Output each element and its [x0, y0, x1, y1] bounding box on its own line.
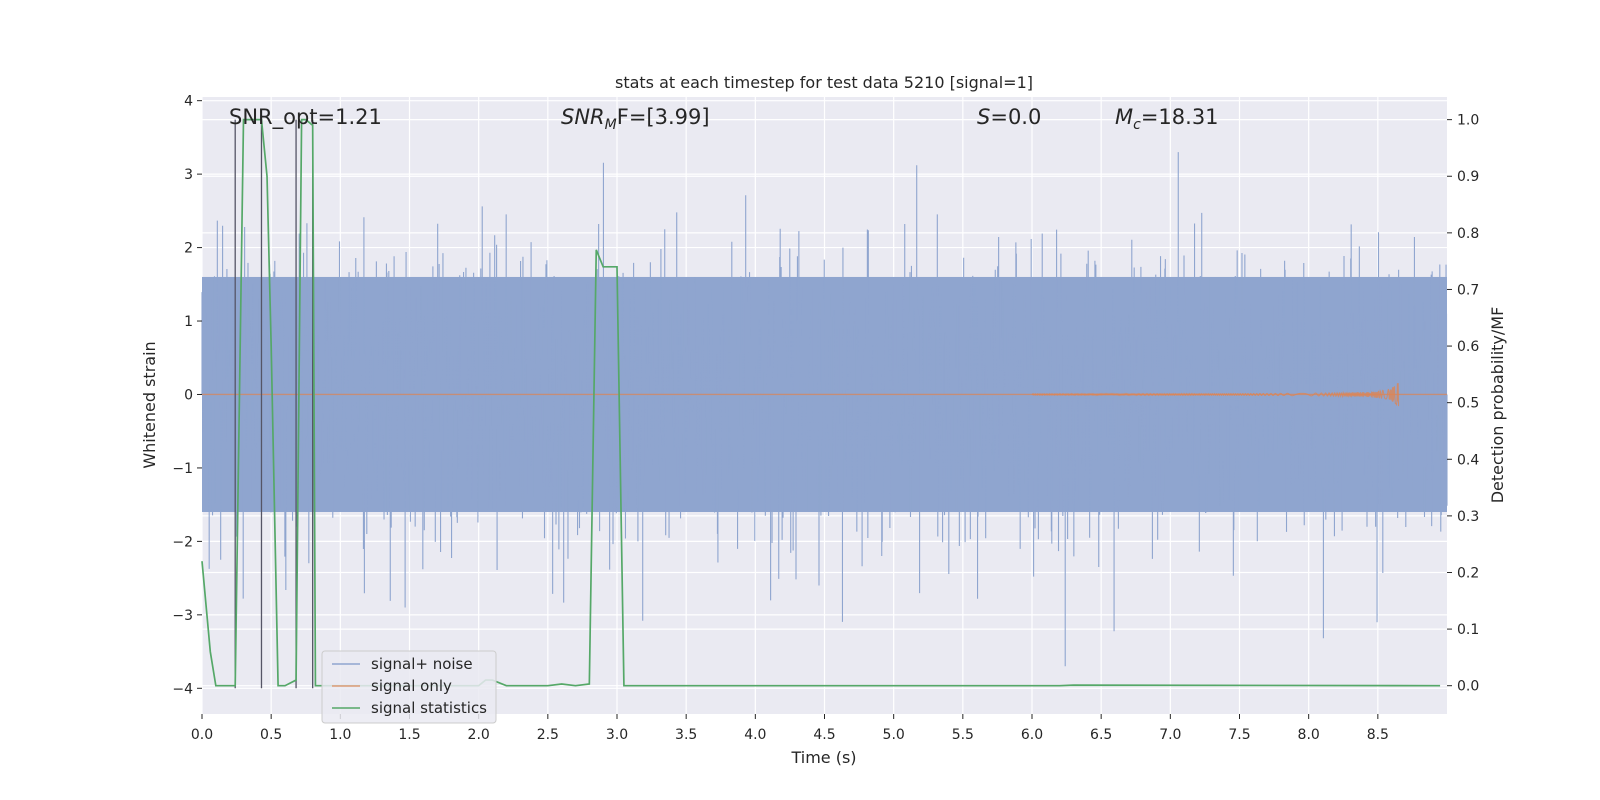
- annotation-s: S=0.0: [977, 105, 1041, 129]
- x-tick-label-12: 6.0: [1021, 727, 1043, 743]
- annotation-snr-mf: SNRMF=[3.99]: [561, 105, 710, 133]
- x-tick-label-7: 3.5: [675, 727, 697, 743]
- x-axis-label: Time (s): [790, 748, 856, 767]
- legend-label-signal-statistics: signal statistics: [371, 699, 487, 717]
- y-right-tick-label-5: 0.5: [1457, 396, 1479, 412]
- x-tick-label-17: 8.5: [1367, 727, 1389, 743]
- x-tick-label-2: 1.0: [329, 727, 351, 743]
- y-right-tick-label-3: 0.3: [1457, 509, 1479, 525]
- y-right-tick-label-4: 0.4: [1457, 452, 1479, 468]
- x-tick-label-0: 0.0: [191, 727, 213, 743]
- x-tick-label-4: 2.0: [468, 727, 490, 743]
- y-axis-label-left: Whitened strain: [140, 341, 159, 468]
- x-tick-label-15: 7.5: [1228, 727, 1250, 743]
- x-tick-label-5: 2.5: [537, 727, 559, 743]
- x-tick-label-1: 0.5: [260, 727, 282, 743]
- legend-label-signal-noise: signal+ noise: [371, 655, 473, 673]
- legend: signal+ noise signal only signal statist…: [321, 650, 497, 724]
- y-right-tick-label-6: 0.6: [1457, 339, 1479, 355]
- y-left-tick-label-4: 0: [184, 387, 193, 403]
- x-tick-label-6: 3.0: [606, 727, 628, 743]
- signal-only-chirp: [1031, 383, 1400, 407]
- y-left-tick-label-2: −2: [172, 534, 193, 550]
- annotation-mc-rest: =18.31: [1141, 105, 1219, 129]
- y-right-tick-label-10: 1.0: [1457, 113, 1479, 129]
- y-axis-label-right: Detection probability/MF: [1488, 307, 1507, 504]
- x-tick-label-3: 1.5: [398, 727, 420, 743]
- signal-only-series: [202, 383, 1447, 407]
- legend-label-signal-only: signal only: [371, 677, 452, 695]
- y-left-tick-label-3: −1: [172, 461, 193, 477]
- annotation-snr-mf-sub: M: [605, 117, 617, 133]
- y-left-tick-label-7: 3: [184, 167, 193, 183]
- y-left-tick-label-8: 4: [184, 94, 193, 110]
- y-right-tick-label-0: 0.0: [1457, 679, 1479, 695]
- annotations: SNR_opt=1.21 SNRMF=[3.99] S=0.0 Mc=18.31: [229, 105, 1219, 133]
- x-tick-label-14: 7.0: [1159, 727, 1181, 743]
- y-right-tick-label-7: 0.7: [1457, 282, 1479, 298]
- annotation-s-rest: =0.0: [990, 105, 1041, 129]
- annotation-mc-var: M: [1115, 105, 1133, 129]
- annotation-s-var: S: [977, 105, 990, 129]
- legend-box: [321, 650, 497, 724]
- x-tick-label-16: 8.0: [1298, 727, 1320, 743]
- y-right-tick-label-2: 0.2: [1457, 565, 1479, 581]
- x-tick-label-8: 4.0: [744, 727, 766, 743]
- y-left-tick-label-0: −4: [172, 681, 193, 697]
- y-right-tick-label-8: 0.8: [1457, 226, 1479, 242]
- x-tick-label-11: 5.5: [952, 727, 974, 743]
- annotation-snr-opt: SNR_opt=1.21: [229, 105, 382, 130]
- annotation-snr-mf-rest: F=[3.99]: [617, 105, 710, 129]
- x-tick-label-13: 6.5: [1090, 727, 1112, 743]
- y-left-tick-label-6: 2: [184, 241, 193, 257]
- x-tick-label-9: 4.5: [813, 727, 835, 743]
- axis-ticks: 0.0 0.5 1.0 1.5 2.0 2.5 3.0 3.5 4.0 4.5 5.0 5.5 6.0 6…: [172, 94, 1479, 743]
- annotation-mc-sub: c: [1133, 117, 1141, 133]
- annotation-mc: Mc=18.31: [1115, 105, 1219, 133]
- chart-title: stats at each timestep for test data 521…: [615, 73, 1033, 92]
- x-tick-label-10: 5.0: [883, 727, 905, 743]
- signal-noise-line: [201, 152, 1448, 667]
- y-right-tick-label-1: 0.1: [1457, 622, 1479, 638]
- annotation-snr-mf-base: SNR: [561, 105, 605, 129]
- y-left-tick-label-5: 1: [184, 314, 193, 330]
- y-right-tick-label-9: 0.9: [1457, 169, 1479, 185]
- y-left-tick-label-1: −3: [172, 608, 193, 624]
